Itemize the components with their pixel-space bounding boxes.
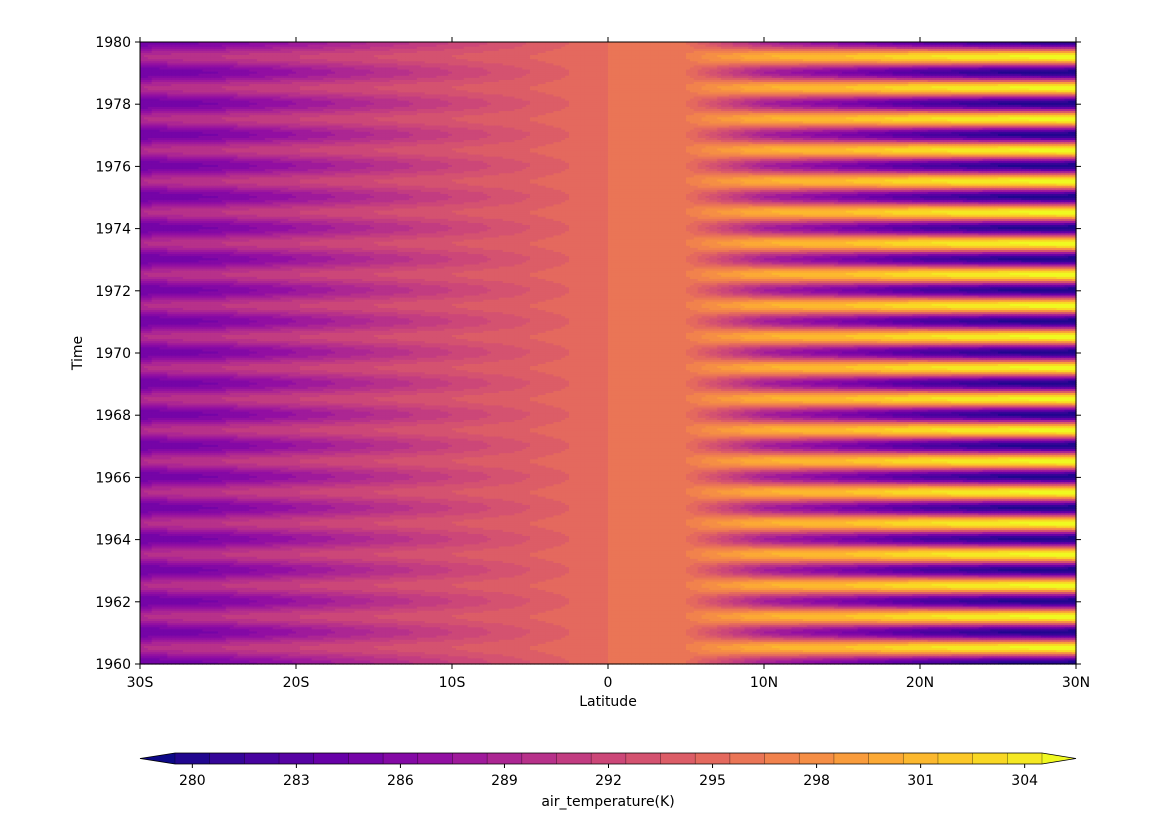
- heatmap-plot: 30S 20S 10S 0 10N 20N 30N 19601962196419661968…: [70, 35, 1090, 710]
- heatmap-cells: [140, 42, 1077, 665]
